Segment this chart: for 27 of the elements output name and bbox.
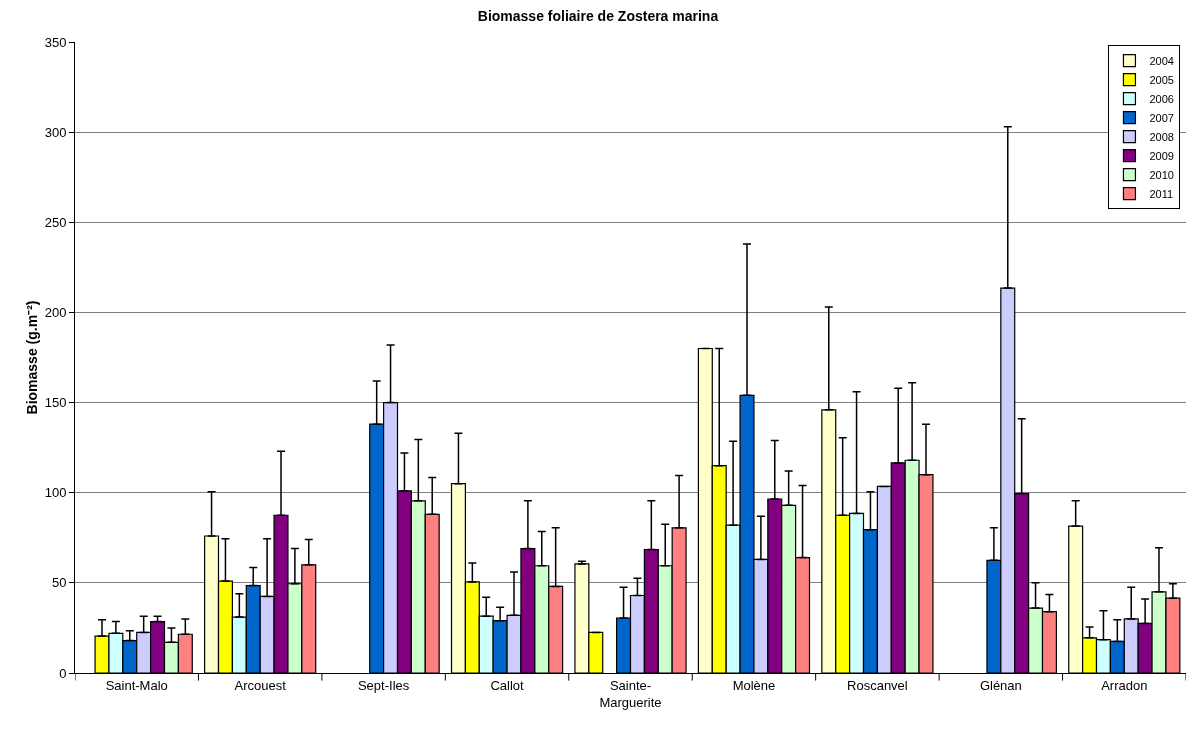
- legend-label: 2010: [1149, 168, 1174, 181]
- legend-label: 2006: [1149, 92, 1174, 105]
- x-tick-label: Roscanvel: [847, 677, 908, 693]
- legend-label: 2005: [1149, 73, 1174, 86]
- y-tick-label: 150: [44, 395, 67, 411]
- y-tick-label: 50: [51, 575, 67, 591]
- y-tick-label: 250: [44, 214, 67, 230]
- y-tick-label: 350: [44, 34, 67, 50]
- x-tick-label: Sainte-Marguerite: [599, 677, 662, 710]
- legend-label: 2009: [1149, 149, 1174, 162]
- legend-label: 2007: [1149, 111, 1174, 124]
- y-axis-title: Biomasse (g.m⁻²): [24, 300, 40, 415]
- chart-title: Biomasse foliaire de Zostera marina: [477, 7, 719, 24]
- legend-label: 2008: [1149, 130, 1174, 143]
- x-tick-label: Glénan: [979, 677, 1022, 693]
- x-tick-label: Molène: [732, 677, 776, 693]
- x-tick-label: Sept-Iles: [357, 677, 410, 693]
- legend-label: 2004: [1149, 54, 1174, 67]
- y-tick-label: 100: [44, 485, 67, 501]
- y-tick-label: 300: [44, 124, 67, 140]
- x-tick-label: Callot: [490, 677, 525, 693]
- y-tick-label: 0: [59, 665, 67, 681]
- x-tick-label: Saint-Malo: [105, 677, 168, 693]
- x-tick-label: Arcouest: [234, 677, 287, 693]
- legend-label: 2011: [1149, 187, 1174, 200]
- x-tick-label: Arradon: [1101, 677, 1148, 693]
- y-tick-label: 200: [44, 304, 67, 320]
